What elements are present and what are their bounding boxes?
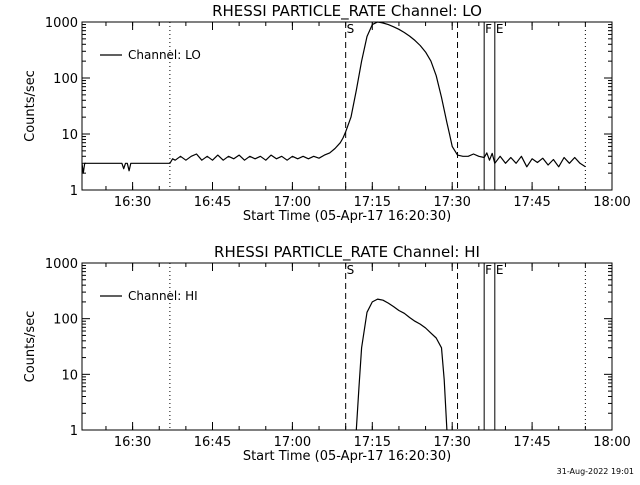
event-marker-label: E [496,263,504,277]
x-tick-label: 16:30 [114,195,151,210]
event-marker-label: S [347,263,355,277]
y-axis-label: Counts/sec [23,311,38,383]
plot-frame [81,262,613,431]
y-tick-label: 1 [70,184,78,199]
legend-entry: Channel: LO [128,48,201,62]
event-marker-label: E [496,22,504,36]
series-line [81,21,586,174]
y-tick-label: 1000 [45,16,78,31]
x-tick-label: 17:15 [354,435,391,450]
y-tick-label: 1000 [45,257,78,272]
event-marker-label: F [485,22,492,36]
event-marker-label: S [347,22,355,36]
x-tick-label: 17:00 [274,195,311,210]
event-marker-label: F [485,263,492,277]
x-tick-label: 17:15 [354,195,391,210]
y-tick-label: 1 [70,424,78,439]
x-tick-label: 16:30 [114,435,151,450]
legend-entry: Channel: HI [128,289,198,303]
x-axis-label: Start Time (05-Apr-17 16:20:30) [243,209,451,224]
x-tick-label: 17:30 [433,195,470,210]
y-tick-label: 100 [53,313,78,328]
x-tick-label: 17:30 [433,435,470,450]
x-tick-label: 17:45 [513,195,550,210]
series-line [355,298,448,431]
chart-title: RHESSI PARTICLE_RATE Channel: HI [214,243,480,262]
y-tick-label: 10 [61,368,78,383]
timestamp: 31-Aug-2022 19:01 [557,467,634,476]
y-tick-label: 10 [61,128,78,143]
x-tick-label: 16:45 [194,435,231,450]
y-tick-label: 100 [53,72,78,87]
plot-frame [81,21,613,191]
x-tick-label: 18:00 [593,435,630,450]
x-tick-label: 16:45 [194,195,231,210]
x-tick-label: 17:00 [274,435,311,450]
x-tick-label: 18:00 [593,195,630,210]
x-tick-label: 17:45 [513,435,550,450]
y-axis-label: Counts/sec [23,70,38,142]
x-axis-label: Start Time (05-Apr-17 16:20:30) [243,449,451,464]
chart-title: RHESSI PARTICLE_RATE Channel: LO [212,2,482,21]
